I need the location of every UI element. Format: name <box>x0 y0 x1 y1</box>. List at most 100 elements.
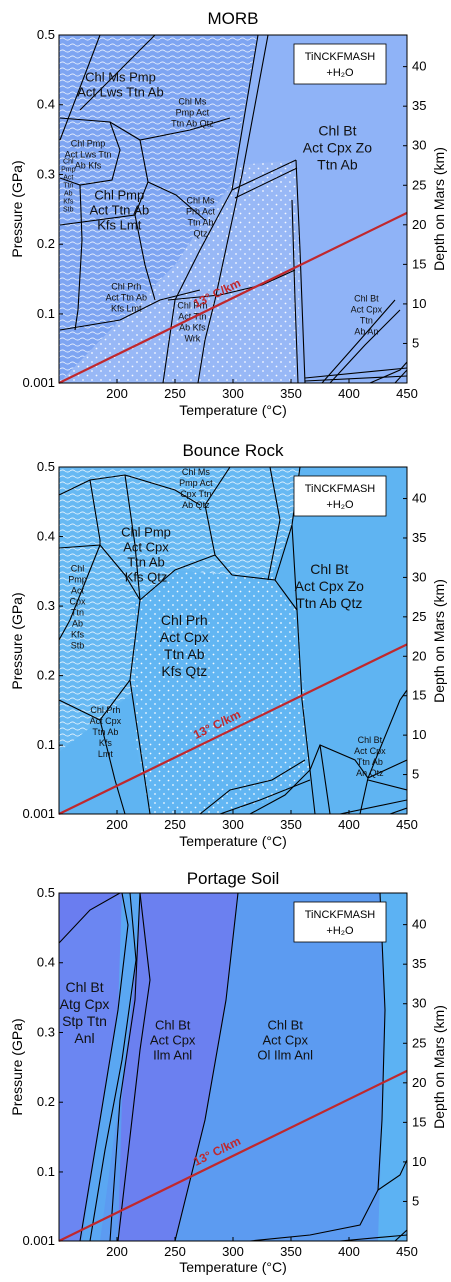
phase-field-label-line: Chl Prh <box>111 281 141 291</box>
phase-field-label-line: Chl Ms <box>182 467 211 477</box>
phase-field-label-line: Ttn <box>360 315 373 325</box>
chart-title: Bounce Rock <box>182 441 284 460</box>
x-tick-labels: 200 250 300 350 400 450 <box>106 810 418 832</box>
phase-field-label-line: Anl <box>74 1030 94 1046</box>
x-tick-label: 300 <box>222 1244 244 1259</box>
phase-field-label-line: Chl Bt <box>310 561 348 577</box>
phase-field-label-line: Chl Pmp <box>71 138 106 148</box>
phase-field-label-line: Stp Ttn <box>62 1013 107 1029</box>
y2-tick-labels: 5 10 15 20 25 30 35 40 <box>403 917 426 1208</box>
y-tick-label: 0.3 <box>37 598 55 613</box>
phase-field-regions <box>59 893 407 1241</box>
phase-field-label-line: Chl <box>71 563 85 573</box>
x-tick-label: 300 <box>222 817 244 832</box>
phase-field-label-line: Ab <box>64 191 73 198</box>
y2-tick-label: 35 <box>412 956 426 971</box>
x-axis-title: Temperature (°C) <box>179 833 287 849</box>
phase-field-label-line: Wrk <box>184 333 200 343</box>
y2-tick-label: 20 <box>412 1075 426 1090</box>
y-tick-label: 0.1 <box>37 737 55 752</box>
system-label: TiNCKFMASH <box>305 51 376 63</box>
y2-tick-label: 40 <box>412 917 426 932</box>
x-tick-label: 300 <box>222 386 244 401</box>
chart-title: MORB <box>208 9 259 28</box>
phase-field-label-line: Chl Ms <box>187 196 216 206</box>
y2-tick-label: 20 <box>412 648 426 663</box>
system-label-water: +H₂O <box>326 67 354 79</box>
y2-tick-label: 5 <box>412 1193 419 1208</box>
y2-tick-label: 40 <box>412 491 426 506</box>
y-tick-label: 0.4 <box>37 97 55 112</box>
y-tick-label: 0.001 <box>22 806 55 821</box>
phase-field-label-line: Act Cpx Zo <box>303 140 372 156</box>
system-label: TiNCKFMASH <box>305 483 376 495</box>
phase-field-label-line: Prh Act <box>186 207 216 217</box>
y-tick-label: 0.5 <box>37 27 55 42</box>
phase-field-label-line: Lmt <box>98 749 114 759</box>
system-legend-box: TiNCKFMASH +H₂O <box>293 43 387 85</box>
phase-field-label-line: Act Ttn <box>178 311 206 321</box>
phase-field-label-line: Kfs Lmt <box>111 303 142 313</box>
y-tick-label: 0.3 <box>37 166 55 181</box>
phase-field-label-line: Chl Pmp <box>94 188 144 203</box>
phase-field-label-line: Chl Bt <box>318 123 356 139</box>
y-axis-title: Pressure (GPa) <box>9 1018 25 1115</box>
field-narrow-strip <box>82 893 140 1241</box>
phase-field-label-line: Ttn <box>63 183 73 190</box>
phase-field-label-line: Act Lws Ttn Ab <box>77 85 163 100</box>
phase-field-label-line: Chl Ms <box>178 97 207 107</box>
phase-field-label-line: Chl Ms Pmp <box>85 70 156 85</box>
phase-field-label-line: An Qtz <box>356 768 384 778</box>
phase-field-label-line: Qtz <box>194 229 209 239</box>
x-tick-label: 350 <box>280 386 302 401</box>
x-tick-label: 450 <box>396 817 418 832</box>
phase-field-label-line: Chl Prh <box>161 612 208 628</box>
x-tick-label: 350 <box>280 1244 302 1259</box>
phase-field-label-line: Stb <box>63 207 74 214</box>
y-tick-label: 0.1 <box>37 1164 55 1179</box>
phase-field-label-line: Ilm Anl <box>153 1048 192 1063</box>
phase-field-label-line: Ttn Ab Qtz <box>296 595 362 611</box>
y-tick-label: 0.001 <box>22 1233 55 1248</box>
system-legend-box: TiNCKFMASH +H₂O <box>293 901 387 943</box>
y-tick-label: 0.5 <box>37 885 55 900</box>
y2-tick-label: 20 <box>412 217 426 232</box>
phase-field-label-line: Act Cpx <box>150 1033 196 1048</box>
geothermal-gradient-line <box>58 211 408 384</box>
chart-panel-bounce-rock: Bounce Rock <box>9 441 447 849</box>
y2-tick-label: 30 <box>412 569 426 584</box>
y-tick-label: 0.4 <box>37 529 55 544</box>
y2-tick-label: 25 <box>412 1035 426 1050</box>
x-tick-label: 250 <box>164 1244 186 1259</box>
phase-field-label-line: Act Ttn Ab <box>89 203 149 218</box>
y-tick-label: 0.001 <box>22 375 55 390</box>
y-tick-labels: 0.001 0.1 0.2 0.3 0.4 0.5 <box>22 885 63 1248</box>
phase-field-regions <box>59 35 407 383</box>
phase-field-regions <box>59 467 407 814</box>
x-axis-title: Temperature (°C) <box>179 1259 287 1275</box>
y-tick-label: 0.1 <box>37 306 55 321</box>
phase-field-label-line: Chl Prh <box>177 300 207 310</box>
phase-field-label-line: Act Cpx <box>123 540 169 555</box>
phase-field-label-line: Chl Bt <box>267 1018 303 1033</box>
phase-field-label-line: Ttn Ab <box>317 157 358 173</box>
phase-field-label-line: Act Cpx <box>90 716 122 726</box>
y-axis-title: Pressure (GPa) <box>9 160 25 257</box>
y2-tick-label: 5 <box>412 767 419 782</box>
phase-field-label-line: Ab Kfs <box>75 160 102 170</box>
phase-field-label-line: Act Cpx <box>160 629 209 645</box>
y2-tick-label: 10 <box>412 727 426 742</box>
y2-tick-label: 30 <box>412 996 426 1011</box>
y2-tick-labels: 5 10 15 20 25 30 35 40 <box>403 59 426 350</box>
phase-field-label-line: Pmp <box>68 574 87 584</box>
phase-field-label-line: Kfs <box>71 629 85 639</box>
phase-field-label-line: Ttn <box>71 607 84 617</box>
